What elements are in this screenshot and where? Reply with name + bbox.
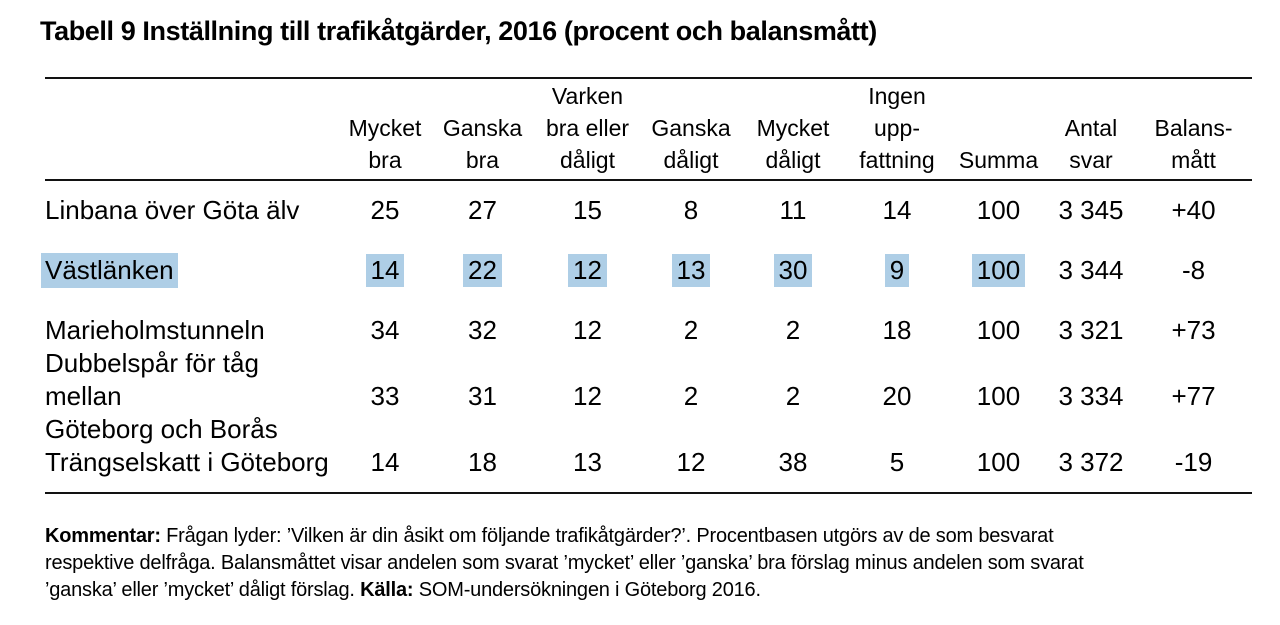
highlighted-text: Västlänken xyxy=(41,252,178,288)
table-rule-header xyxy=(45,179,1252,181)
table-cell: 14 xyxy=(882,195,912,225)
table-cell: 14 xyxy=(340,240,430,300)
column-header-mycket-daligt: Mycket dåligt xyxy=(756,115,830,173)
table-cell: 3 321 xyxy=(1058,315,1124,345)
table-cell: +77 xyxy=(1171,380,1216,411)
table-cell: 20 xyxy=(882,380,912,411)
table-cell: 2 xyxy=(785,380,801,411)
table-cell: 100 xyxy=(976,446,1021,477)
table-cell: 13 xyxy=(573,446,602,477)
table-cell: 3 345 xyxy=(1058,195,1124,225)
table-cell: 100 xyxy=(950,240,1047,300)
table-cell: 3 344 xyxy=(1058,254,1124,285)
table-cell: 22 xyxy=(430,240,535,300)
table-cell: 12 xyxy=(573,380,602,411)
column-header-ingen-uppfattning: Ingen upp- fattning xyxy=(859,83,935,173)
highlighted-text: 100 xyxy=(971,253,1026,287)
table-cell: 3 334 xyxy=(1058,380,1124,411)
column-header-balansmatt: Balans- mått xyxy=(1154,115,1233,173)
table-cell: 2 xyxy=(683,380,699,411)
column-header-mycket-bra: Mycket bra xyxy=(348,115,422,173)
row-label: Linbana över Göta älv xyxy=(45,195,300,225)
table-cell: +40 xyxy=(1171,195,1216,225)
table-cell: 2 xyxy=(683,315,699,345)
highlighted-text: 12 xyxy=(568,253,607,287)
table-cell: 100 xyxy=(976,195,1021,225)
table-cell: 100 xyxy=(976,380,1021,411)
highlighted-text: 13 xyxy=(671,253,711,287)
source-text: SOM-undersökningen i Göteborg 2016. xyxy=(413,579,761,601)
highlighted-text: 22 xyxy=(463,253,502,287)
comment-body: Frågan lyder: ’Vilken är din åsikt om fö… xyxy=(45,525,1084,601)
column-header-empty xyxy=(45,80,340,180)
table-cell: 13 xyxy=(640,240,742,300)
table-cell: 8 xyxy=(683,195,699,225)
table-cell: 100 xyxy=(976,315,1021,345)
comment-label: Kommentar: xyxy=(45,525,161,547)
table-comment: Kommentar: Frågan lyder: ’Vilken är din … xyxy=(45,523,1265,604)
table-cell: 12 xyxy=(676,446,706,477)
table-cell: 15 xyxy=(573,195,602,225)
table-cell: 18 xyxy=(882,315,912,345)
table-cell: 5 xyxy=(889,446,905,477)
table-cell: 12 xyxy=(535,240,640,300)
row-label: Västlänken xyxy=(41,240,340,300)
table-cell: 11 xyxy=(779,195,807,225)
table-cell: 34 xyxy=(370,315,400,345)
table-cell: 33 xyxy=(370,380,400,411)
highlighted-text: 9 xyxy=(884,253,910,287)
table-cell: 31 xyxy=(468,380,497,411)
highlighted-text: 14 xyxy=(365,253,405,287)
highlighted-text: 30 xyxy=(773,253,813,287)
table-cell: 14 xyxy=(370,446,400,477)
table-cell: 38 xyxy=(778,446,808,477)
table-rule-top xyxy=(45,77,1252,79)
table-cell: 30 xyxy=(742,240,844,300)
column-header-summa: Summa xyxy=(958,147,1039,173)
table-cell: 2 xyxy=(785,315,801,345)
table-header-row: Mycket bra Ganska bra Varken bra eller d… xyxy=(45,80,1252,177)
column-header-antal-svar: Antal svar xyxy=(1064,115,1118,173)
table-title: Tabell 9 Inställning till trafikåtgärder… xyxy=(40,16,877,46)
row-label: Dubbelspår för tåg mellan Göteborg och B… xyxy=(45,347,278,444)
table-rule-bottom xyxy=(45,492,1252,494)
table-cell: -19 xyxy=(1174,446,1213,477)
table-cell: -8 xyxy=(1181,254,1206,285)
table-cell: 27 xyxy=(468,195,497,225)
column-header-ganska-bra: Ganska bra xyxy=(442,115,523,173)
table-cell: 25 xyxy=(370,195,400,225)
table-cell: +73 xyxy=(1171,315,1216,345)
table-body: Linbana över Göta älv 25 27 15 8 11 14 1… xyxy=(41,181,1252,493)
table-cell: 18 xyxy=(468,446,497,477)
row-label: Marieholmstunneln xyxy=(45,315,265,345)
table-cell: 3 372 xyxy=(1058,446,1124,477)
table-cell: 32 xyxy=(468,315,497,345)
source-label: Källa: xyxy=(360,579,414,601)
column-header-varken: Varken bra eller dåligt xyxy=(545,83,630,173)
column-header-ganska-daligt: Ganska dåligt xyxy=(651,115,731,173)
table-cell: 9 xyxy=(844,240,950,300)
row-label: Trängselskatt i Göteborg xyxy=(45,446,329,477)
table-cell: 12 xyxy=(573,315,602,345)
